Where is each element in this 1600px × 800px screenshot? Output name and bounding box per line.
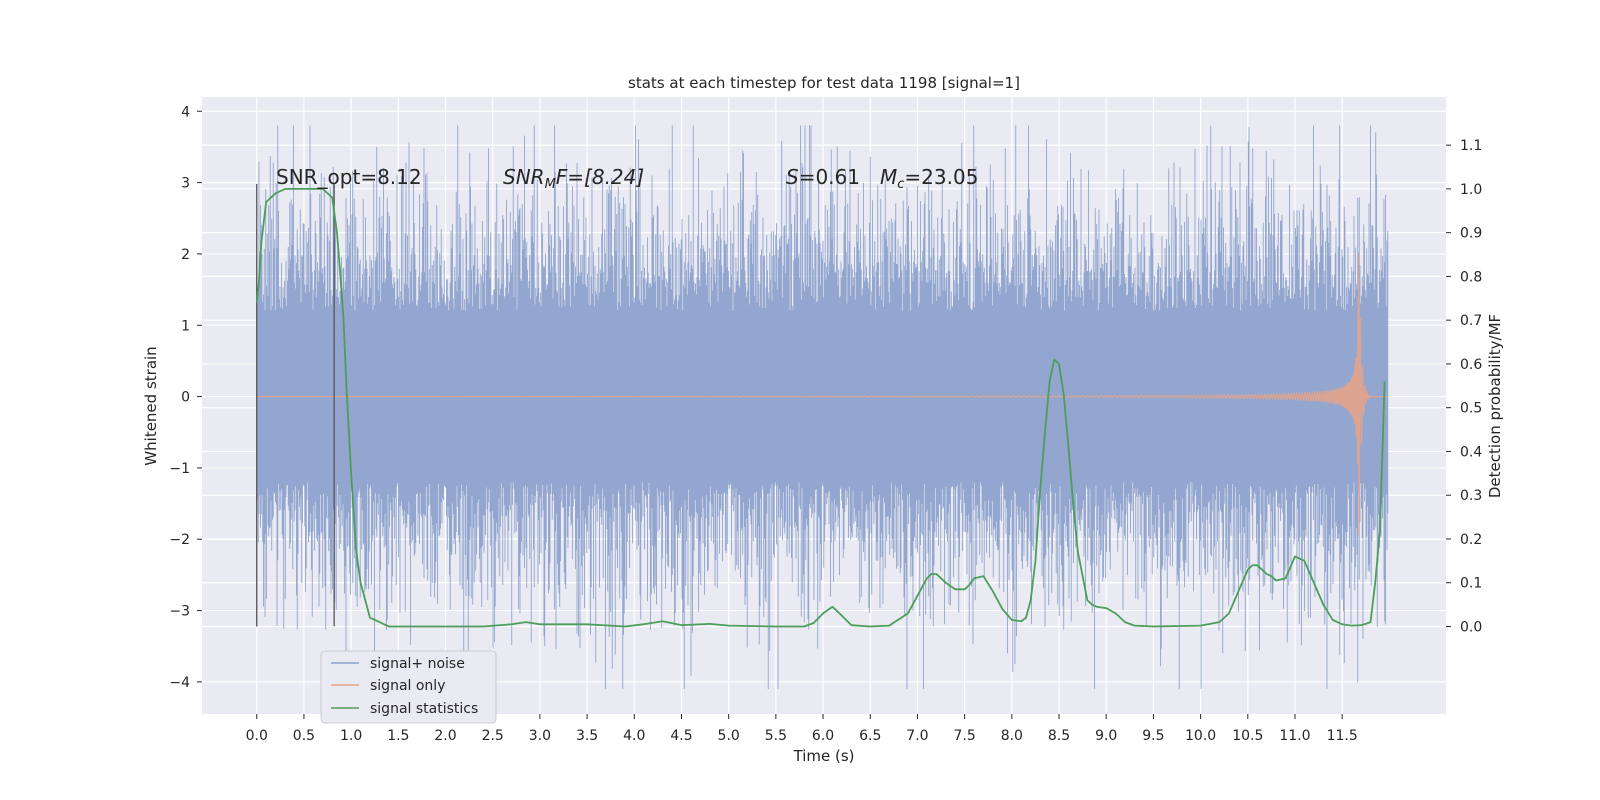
- x-tick-label: 0.5: [293, 728, 315, 744]
- data-layer: [255, 125, 1389, 690]
- x-tick-label: 3.5: [576, 728, 598, 744]
- x-axis-label: Time (s): [793, 747, 855, 765]
- y-tick-label: −4: [169, 675, 190, 691]
- series-signal-only-line: [256, 254, 1389, 535]
- x-tick-label: 4.0: [623, 728, 645, 744]
- tick-layer: 0.0 0.5 1.0 1.5 2.0 2.5 3.0 3.5 4.0 4.5 5.0 5.5 6.0 6…: [169, 104, 1482, 744]
- x-tick-label: 1.0: [340, 728, 362, 744]
- y2-tick-label: 0.9: [1460, 226, 1482, 242]
- x-tick-label: 11.5: [1327, 728, 1358, 744]
- y2-tick-label: 0.5: [1460, 401, 1482, 417]
- y2-tick-label: 0.4: [1460, 444, 1482, 460]
- x-tick-label: 7.5: [954, 728, 976, 744]
- y2-tick-label: 0.6: [1460, 357, 1482, 373]
- y2-tick-label: 1.0: [1460, 182, 1482, 198]
- annotation-snr-mf: SNRMF=[8.24]: [503, 165, 644, 192]
- y-axis-label: Whitened strain: [142, 346, 160, 465]
- x-tick-label: 10.0: [1185, 728, 1216, 744]
- chart-title: stats at each timestep for test data 119…: [628, 74, 1020, 92]
- x-tick-label: 8.5: [1048, 728, 1070, 744]
- legend: signal+ noise signal only signal statist…: [320, 650, 497, 724]
- legend-box: [320, 650, 497, 724]
- x-tick-label: 3.0: [529, 728, 551, 744]
- x-tick-label: 8.0: [1001, 728, 1023, 744]
- x-tick-label: 5.0: [718, 728, 740, 744]
- legend-label-signal-only: signal only: [370, 678, 445, 694]
- annotation-s: S=0.61: [786, 165, 860, 189]
- x-tick-label: 4.5: [670, 728, 692, 744]
- annotation-mc: Mc=23.05: [880, 165, 978, 192]
- x-tick-label: 7.0: [906, 728, 928, 744]
- y-tick-label: 1: [181, 318, 190, 334]
- y2-tick-label: 1.1: [1460, 138, 1482, 154]
- y2-tick-label: 0.7: [1460, 313, 1482, 329]
- y2-tick-label: 0.8: [1460, 269, 1482, 285]
- y-tick-label: 4: [181, 104, 190, 120]
- y2-tick-label: 0.0: [1460, 619, 1482, 635]
- legend-label-signal-noise: signal+ noise: [370, 656, 465, 672]
- x-tick-label: 0.0: [246, 728, 268, 744]
- y-tick-label: −3: [169, 604, 190, 620]
- x-tick-label: 11.0: [1279, 728, 1310, 744]
- y2-axis-label: Detection probability/MF: [1486, 314, 1504, 498]
- y2-tick-label: 0.3: [1460, 488, 1482, 504]
- y-tick-label: 0: [181, 390, 190, 406]
- series-signal-statistics-line: [255, 187, 1386, 628]
- y-tick-label: −1: [169, 461, 190, 477]
- x-tick-label: 5.5: [765, 728, 787, 744]
- y2-tick-label: 0.2: [1460, 532, 1482, 548]
- y-tick-label: 3: [181, 176, 190, 192]
- annotation-snr-opt: SNR_opt=8.12: [276, 165, 422, 189]
- y-tick-label: 2: [181, 247, 190, 263]
- x-tick-label: 6.5: [859, 728, 881, 744]
- y-tick-label: −2: [169, 532, 190, 548]
- x-tick-label: 2.0: [434, 728, 456, 744]
- x-tick-label: 2.5: [482, 728, 504, 744]
- y2-tick-label: 0.1: [1460, 576, 1482, 592]
- x-tick-label: 1.5: [387, 728, 409, 744]
- legend-label-signal-statistics: signal statistics: [370, 701, 478, 717]
- x-tick-label: 10.5: [1232, 728, 1263, 744]
- x-tick-label: 9.0: [1095, 728, 1117, 744]
- x-tick-label: 6.0: [812, 728, 834, 744]
- x-tick-label: 9.5: [1142, 728, 1164, 744]
